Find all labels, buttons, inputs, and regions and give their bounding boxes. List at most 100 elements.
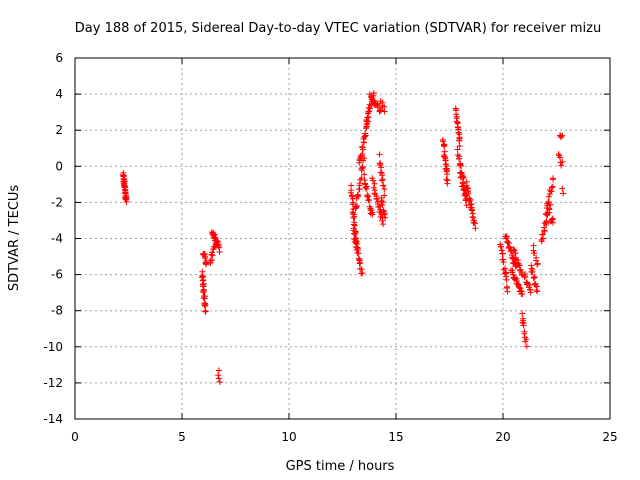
data-point [541,227,548,234]
data-point [364,193,371,200]
x-tick-label: 5 [178,430,186,444]
data-point [546,199,553,206]
data-point [380,182,387,189]
x-axis-label: GPS time / hours [286,459,395,474]
data-point [349,195,356,202]
data-point [539,231,546,238]
data-point [363,185,370,192]
y-tick-label: 0 [55,159,63,173]
data-point [511,247,518,254]
data-point [377,106,384,113]
data-point [215,367,222,374]
grid-layer [75,58,610,419]
data-point [378,164,385,171]
data-point [200,283,207,290]
data-point [504,288,511,295]
data-point [215,372,222,379]
data-point [356,157,363,164]
data-point [362,132,369,139]
data-point [351,213,358,220]
data-point [456,137,463,144]
data-point [558,162,565,169]
data-point [549,183,556,190]
x-tick-label: 25 [602,430,617,444]
data-point [509,267,516,274]
data-point [545,193,552,200]
data-point [356,260,363,267]
data-point [376,203,383,210]
data-point [534,261,541,268]
data-point [379,176,386,183]
data-point [352,239,359,246]
data-point [544,202,551,209]
data-point [534,260,541,267]
data-point [514,257,521,264]
data-point [468,206,475,213]
data-point [457,169,464,176]
data-point [207,257,214,264]
data-point [371,180,378,187]
data-point [202,301,209,308]
data-point [523,343,530,350]
data-point [378,177,385,184]
data-point [354,247,361,254]
data-point [370,177,377,184]
data-point [351,230,358,237]
data-point [367,105,374,112]
data-point [520,322,527,329]
data-point [464,187,471,194]
data-point [374,104,381,111]
data-point [458,163,465,170]
data-point [503,273,510,280]
data-point [520,317,527,324]
data-point [471,219,478,226]
data-point [216,378,223,385]
data-point [355,250,362,257]
data-point [499,250,506,257]
data-point [122,187,129,194]
data-point [377,160,384,167]
data-point [444,180,451,187]
data-point [359,270,366,277]
data-point [348,187,355,194]
chart-title: Day 188 of 2015, Sidereal Day-to-day VTE… [75,21,601,36]
data-point [533,254,540,261]
data-point [511,259,518,266]
data-point [530,274,537,281]
data-point [549,219,556,226]
data-point [549,176,556,183]
data-point [522,273,529,280]
data-point [459,183,466,190]
data-point [202,308,209,315]
data-point [527,289,534,296]
data-point [465,190,472,197]
y-tick-label: -2 [51,195,63,209]
data-point [510,246,517,253]
data-point [351,222,358,229]
data-point [382,214,389,221]
data-point [533,287,540,294]
data-point [359,163,366,170]
data-point [500,256,507,263]
data-point [531,273,538,280]
data-point [459,180,466,187]
data-point [348,192,355,199]
y-tick-label: 6 [55,51,63,65]
data-point [380,221,387,228]
data-point [469,207,476,214]
data-point [359,144,366,151]
data-point [381,186,388,193]
data-point [201,253,208,260]
data-point [498,247,505,254]
y-tick-label: -4 [51,232,63,246]
data-point [441,143,448,150]
data-point [350,199,357,206]
data-point [503,233,510,240]
y-tick-label: 2 [55,123,63,137]
data-point [203,261,210,268]
data-point [379,217,386,224]
data-point [519,291,526,298]
data-point [366,196,373,203]
data-point [454,146,461,153]
x-tick-label: 0 [71,430,79,444]
